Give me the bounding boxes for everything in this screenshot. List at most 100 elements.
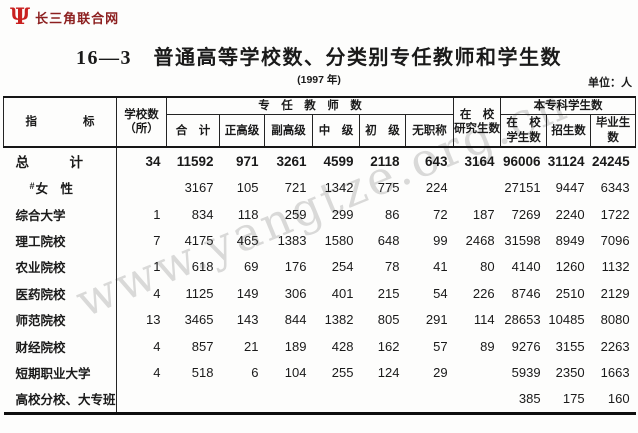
cell: 72 (433, 206, 448, 222)
cell: 4599 (323, 153, 354, 169)
col-header-postgraduates-line2: 研究生数 (454, 123, 501, 136)
table-row-finance-econ: 财经院校 4 857 21 189 428 162 57 89 9276 315… (3, 332, 636, 360)
cell: 176 (284, 259, 307, 275)
cell: 7269 (511, 206, 541, 222)
cell: 189 (284, 338, 307, 354)
cell: 5939 (511, 364, 541, 380)
cell: 2468 (465, 232, 495, 248)
col-header-middle: 中 级 (312, 114, 360, 148)
table-row-comprehensive-univ: 综合大学 1 834 118 259 299 86 72 187 7269 22… (3, 200, 636, 228)
row-label-text: 女 性 (35, 182, 74, 197)
cell: 2118 (370, 153, 400, 169)
cell (265, 386, 313, 414)
cell: 6343 (600, 180, 630, 196)
col-header-assoc-senior: 副高级 (264, 114, 313, 148)
site-header: Ψ 长三角联合网 (10, 6, 119, 28)
cell: 7 (153, 232, 161, 248)
table-row-branch-colleges: 高校分校、大专班 385 175 160 (3, 385, 636, 414)
col-group-teachers: 专 任 教 师 数 (165, 96, 455, 116)
cell: 3164 (464, 153, 495, 169)
cell: 34 (145, 153, 161, 169)
cell: 10485 (548, 312, 585, 328)
cell: 291 (425, 312, 448, 328)
page-title: 16—3 普通高等学校数、分类别专任教师和学生数 (76, 47, 562, 69)
cell: 299 (331, 206, 354, 222)
page-subtitle: (1997 年) (297, 74, 341, 86)
cell: 254 (331, 259, 354, 275)
cell: 805 (377, 312, 400, 328)
cell: 41 (433, 259, 448, 275)
row-label: 医药院校 (3, 280, 117, 307)
cell: 2350 (555, 364, 585, 380)
cell: 6 (251, 364, 259, 380)
cell: 4175 (184, 232, 214, 248)
cell: 2129 (600, 285, 630, 301)
col-header-total: 合 计 (166, 114, 220, 148)
col-header-junior: 初 级 (359, 114, 406, 148)
col-header-enrolled: 在 校学生数 (500, 114, 548, 148)
cell: 21 (244, 338, 259, 354)
cell: 971 (235, 153, 259, 169)
cell (117, 175, 167, 201)
cell (454, 175, 501, 201)
cell: 4 (153, 285, 161, 301)
cell: 9447 (555, 180, 585, 196)
cell: 118 (237, 206, 259, 222)
table-row-polytechnic: 理工院校 7 4175 465 1383 1580 648 99 2468 31… (3, 227, 636, 254)
cell: 259 (284, 206, 307, 222)
cell: 8949 (555, 232, 585, 248)
cell: 226 (472, 285, 495, 301)
cell: 143 (236, 312, 259, 328)
cell: 648 (377, 232, 400, 248)
cell: 160 (607, 391, 630, 407)
col-header-recruit: 招生数 (546, 114, 592, 148)
cell: 80 (480, 259, 495, 275)
cell: 3261 (276, 153, 307, 169)
cell: 57 (433, 338, 448, 354)
col-header-schools: 学校数 （所） (116, 96, 167, 148)
cell (406, 386, 454, 414)
cell: 1382 (324, 312, 354, 328)
cell: 124 (377, 364, 400, 380)
table-row-normal: 师范院校 13 3465 143 844 1382 805 291 114 28… (3, 306, 636, 333)
col-group-students: 本专科学生数 (500, 96, 637, 116)
cell: 4140 (511, 259, 541, 275)
cell: 643 (425, 153, 448, 169)
cell: 224 (425, 180, 448, 196)
cell (454, 386, 501, 414)
cell (454, 359, 501, 385)
cell: 775 (377, 180, 400, 196)
cell: 465 (236, 232, 259, 248)
cell: 8746 (511, 285, 541, 301)
cell: 1722 (600, 206, 630, 222)
cell: 4 (153, 364, 161, 380)
col-header-postgraduates-line1: 在 校 (459, 108, 495, 121)
table-row-medical: 医药院校 4 1125 149 306 401 215 54 226 8746 … (3, 280, 636, 307)
cell: 306 (284, 285, 307, 301)
cell: 2240 (555, 206, 585, 222)
cell: 3155 (555, 338, 585, 354)
cell: 255 (331, 364, 354, 380)
cell: 9276 (511, 338, 541, 354)
cell: 187 (472, 206, 495, 222)
cell: 11592 (176, 153, 214, 169)
row-label: 综合大学 (3, 200, 117, 228)
cell: 31124 (547, 153, 585, 169)
row-label: 农业院校 (3, 253, 117, 281)
cell: 844 (284, 312, 307, 328)
cell: 29 (433, 364, 448, 380)
cell: 215 (377, 285, 400, 301)
cell: 4 (153, 338, 161, 354)
cell: 3167 (184, 180, 214, 196)
site-logo-icon: Ψ (10, 4, 31, 30)
cell: 114 (473, 312, 495, 328)
cell (313, 386, 360, 414)
cell (360, 386, 406, 414)
row-label: 师范院校 (3, 306, 117, 333)
cell: 162 (377, 338, 400, 354)
cell: 1 (153, 259, 161, 275)
row-label: #女 性 (3, 174, 117, 201)
cell: 2510 (555, 285, 585, 301)
table-row-female: #女 性 3167 105 721 1342 775 224 27151 944… (3, 174, 636, 201)
